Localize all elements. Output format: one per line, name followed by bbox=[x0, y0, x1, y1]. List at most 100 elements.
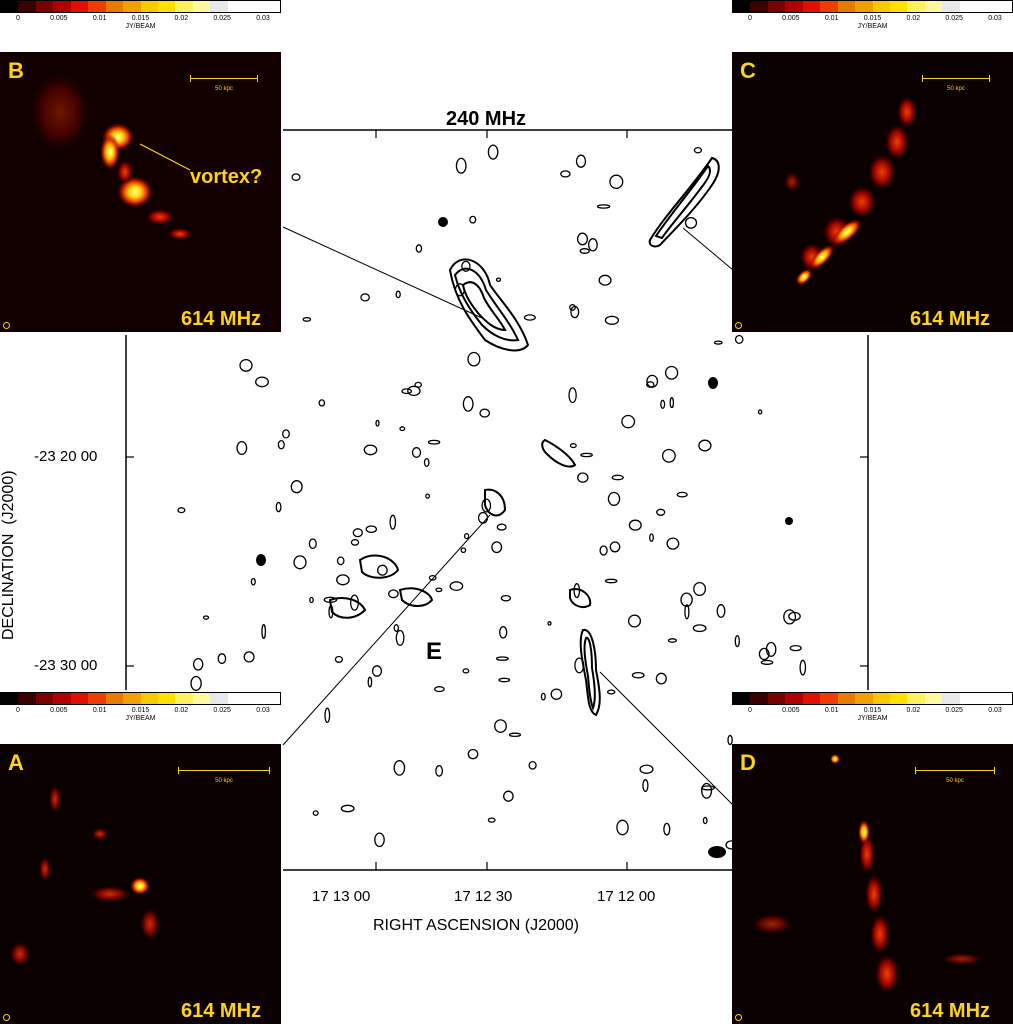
contour-island bbox=[293, 555, 307, 570]
colorbar-swatch bbox=[140, 693, 158, 704]
colorbar-swatch bbox=[53, 1, 71, 12]
contour-island bbox=[312, 810, 319, 816]
colorbar-tick-label: 0.025 bbox=[945, 15, 963, 22]
contour-island bbox=[425, 493, 431, 499]
colorbar-a: 0 0.005 0.01 0.015 0.02 0.025 0.03 JY/BEAM bbox=[0, 692, 281, 732]
contour-island bbox=[667, 638, 678, 643]
panel-c-image: C 50 kpc 614 MHz bbox=[732, 52, 1013, 332]
scalebar-label: 50 kpc bbox=[215, 778, 233, 784]
contour-island bbox=[660, 399, 666, 409]
plot-title: 240 MHz bbox=[446, 108, 527, 130]
colorbar-swatch bbox=[733, 693, 751, 704]
contour-island bbox=[435, 765, 444, 777]
beam-icon bbox=[735, 1014, 742, 1021]
colorbar-swatch bbox=[192, 1, 211, 12]
colorbar-swatch bbox=[210, 693, 228, 704]
contour-island bbox=[428, 574, 437, 581]
contour-island bbox=[324, 707, 331, 724]
colorbar-tick-label: 0.01 bbox=[92, 707, 107, 714]
contour-island bbox=[290, 480, 303, 494]
contour-island bbox=[334, 655, 344, 663]
colorbar-swatch bbox=[907, 1, 925, 12]
contour-island bbox=[596, 204, 611, 209]
colorbar-swatch bbox=[889, 693, 908, 704]
contour-island bbox=[461, 260, 471, 272]
beam-icon bbox=[735, 322, 742, 329]
panel-b-annotation: vortex? bbox=[190, 166, 263, 188]
colorbar-unit: JY/BEAM bbox=[857, 715, 888, 722]
contour-island bbox=[291, 173, 301, 181]
contour-island bbox=[495, 656, 509, 661]
colorbar-swatch bbox=[994, 693, 1012, 704]
panel-connectors bbox=[282, 226, 734, 806]
x-tick-1: 17 13 00 bbox=[312, 888, 371, 905]
contour-island bbox=[434, 686, 445, 693]
contour-island bbox=[427, 439, 441, 445]
x-tick-2: 17 12 30 bbox=[454, 888, 513, 905]
contour-island bbox=[395, 629, 405, 646]
contour-island bbox=[217, 653, 227, 665]
colorbar-swatch bbox=[802, 693, 821, 704]
contour-island bbox=[716, 604, 726, 618]
contour-island bbox=[646, 374, 659, 388]
colorbar-strip bbox=[732, 0, 1013, 13]
panel-a-label: A bbox=[8, 750, 24, 775]
contour-island bbox=[255, 376, 269, 388]
colorbar-swatch bbox=[105, 693, 124, 704]
colorbar-swatch bbox=[245, 693, 263, 704]
colorbar-tick-label: 0.005 bbox=[50, 15, 68, 22]
contour-island bbox=[799, 659, 807, 676]
colorbar-swatch bbox=[88, 1, 106, 12]
colorbar-b: 0 0.005 0.01 0.015 0.02 0.025 0.03 JY/BEAM bbox=[0, 0, 281, 40]
contour-island bbox=[435, 587, 443, 593]
plot-frame bbox=[125, 129, 869, 871]
colorbar-tick-label: 0.03 bbox=[988, 15, 1002, 22]
colorbar-tick-label: 0.015 bbox=[863, 15, 882, 22]
contour-island bbox=[523, 314, 536, 321]
contour-island bbox=[487, 144, 499, 160]
contour-island bbox=[375, 419, 380, 427]
colorbar-swatch bbox=[907, 693, 925, 704]
contour-island bbox=[399, 426, 406, 432]
colorbar-swatch bbox=[175, 1, 193, 12]
contour-island bbox=[340, 804, 355, 813]
colorbar-swatch bbox=[245, 1, 263, 12]
colorbar-swatch bbox=[750, 1, 768, 12]
colorbar-tick-label: 0.015 bbox=[863, 707, 882, 714]
contour-island bbox=[250, 577, 256, 586]
colorbar-ticks: 0 0.005 0.01 0.015 0.02 0.025 0.03 bbox=[732, 13, 1013, 23]
colorbar-tick-label: 0.03 bbox=[256, 707, 270, 714]
contour-island bbox=[606, 689, 616, 695]
colorbar-unit: JY/BEAM bbox=[125, 715, 156, 722]
contour-island bbox=[765, 641, 777, 657]
contour-island bbox=[318, 399, 326, 407]
colorbar-tick-label: 0 bbox=[16, 707, 20, 714]
contour-island bbox=[649, 533, 654, 542]
panel-b-label: B bbox=[8, 58, 24, 83]
colorbar-swatch bbox=[105, 1, 124, 12]
contour-island bbox=[656, 508, 666, 516]
contour-island bbox=[487, 817, 496, 823]
contour-island bbox=[336, 574, 350, 586]
contour-island bbox=[449, 581, 464, 592]
colorbar-tick-label: 0.015 bbox=[131, 707, 150, 714]
contour-island bbox=[663, 822, 671, 836]
panel-b-scalebar: 50 kpc bbox=[190, 75, 258, 92]
contour-island bbox=[604, 315, 620, 325]
contour-island bbox=[177, 507, 186, 514]
colorbar-swatch bbox=[767, 693, 786, 704]
contour-island bbox=[495, 277, 502, 282]
colorbar-tick-label: 0.025 bbox=[213, 15, 231, 22]
colorbar-swatch bbox=[123, 1, 141, 12]
colorbar-c: 0 0.005 0.01 0.015 0.02 0.025 0.03 JY/BEAM bbox=[732, 0, 1013, 40]
contour-island bbox=[547, 621, 552, 626]
contour-island bbox=[550, 688, 563, 700]
contour-island bbox=[302, 316, 312, 322]
panel-d-label: D bbox=[740, 750, 756, 775]
contour-island bbox=[693, 146, 703, 154]
colorbar-swatch bbox=[18, 1, 36, 12]
contour-island bbox=[401, 388, 413, 395]
colorbar-tick-label: 0.005 bbox=[782, 707, 800, 714]
colorbar-swatch bbox=[785, 1, 803, 12]
colorbar-tick-label: 0.005 bbox=[50, 707, 68, 714]
